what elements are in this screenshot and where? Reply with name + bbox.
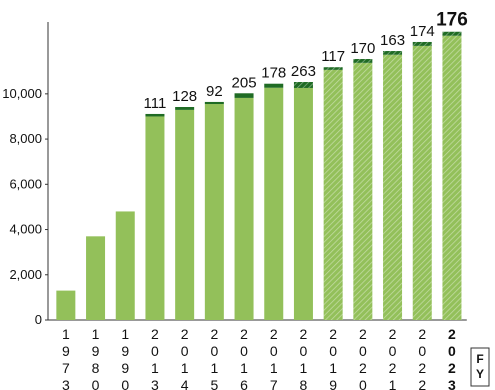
bar-hatch bbox=[293, 82, 313, 88]
value-label: 263 bbox=[291, 63, 316, 80]
y-tick-label: 8,000 bbox=[9, 131, 42, 146]
bar-segment bbox=[264, 87, 284, 321]
value-label: 170 bbox=[350, 40, 375, 57]
bar-hatch bbox=[442, 35, 462, 321]
bar-segment bbox=[234, 97, 254, 320]
bar-hatch bbox=[323, 67, 343, 70]
value-label: 111 bbox=[144, 95, 167, 112]
bar-segment bbox=[175, 109, 195, 320]
value-label: 117 bbox=[321, 48, 345, 65]
y-tick-label: 6,000 bbox=[9, 176, 42, 191]
value-label: 174 bbox=[410, 23, 435, 40]
value-label: 205 bbox=[232, 74, 257, 91]
x-tick-label: 2015 bbox=[206, 326, 222, 390]
value-label: 176 bbox=[436, 10, 468, 31]
bar-hatch bbox=[383, 54, 403, 321]
x-tick-label: 2013 bbox=[147, 326, 163, 390]
bar-segment bbox=[115, 211, 135, 320]
bar-hatch bbox=[353, 59, 373, 63]
x-tick-label: 2014 bbox=[177, 326, 193, 390]
y-tick-label: 2,000 bbox=[9, 267, 42, 282]
x-tick-label: 1973 bbox=[58, 326, 74, 390]
bar-segment bbox=[264, 83, 284, 88]
x-tick-label: 2018 bbox=[295, 326, 311, 390]
bar-segment bbox=[234, 93, 254, 98]
bar-hatch bbox=[383, 51, 403, 55]
bar-segment bbox=[204, 104, 224, 321]
value-label: 163 bbox=[380, 32, 405, 49]
bar-hatch bbox=[412, 45, 432, 320]
x-tick-label: 1980 bbox=[88, 326, 104, 390]
bar-segment bbox=[145, 113, 165, 117]
bar-segment bbox=[56, 290, 76, 320]
value-label: 178 bbox=[261, 65, 286, 82]
x-tick-label: 2021 bbox=[385, 326, 401, 390]
bar-hatch bbox=[412, 41, 432, 46]
x-label-box bbox=[470, 347, 490, 387]
bar-hatch bbox=[323, 69, 343, 321]
x-tick-label: 1990 bbox=[117, 326, 133, 390]
x-tick-label: 2023 bbox=[444, 326, 460, 390]
bar-segment bbox=[145, 116, 165, 320]
x-tick-label: 2016 bbox=[236, 326, 252, 390]
x-tick-label: 2020 bbox=[355, 326, 371, 390]
x-tick-label: 2022 bbox=[414, 326, 430, 390]
bar-segment bbox=[293, 87, 313, 320]
x-tick-label: 2019 bbox=[325, 326, 341, 390]
bar-segment bbox=[204, 101, 224, 105]
bar-hatch bbox=[442, 31, 462, 36]
y-tick-label: 0 bbox=[35, 312, 42, 327]
x-axis-label: FY bbox=[473, 352, 487, 382]
value-label: 92 bbox=[206, 83, 223, 100]
y-tick-label: 4,000 bbox=[9, 222, 42, 237]
bar-hatch bbox=[353, 62, 373, 321]
bar-segment bbox=[86, 236, 106, 320]
bar-segment bbox=[175, 107, 195, 110]
x-tick-label: 2017 bbox=[266, 326, 282, 390]
value-label: 128 bbox=[172, 88, 197, 105]
y-tick-label: 10,000 bbox=[2, 86, 42, 101]
